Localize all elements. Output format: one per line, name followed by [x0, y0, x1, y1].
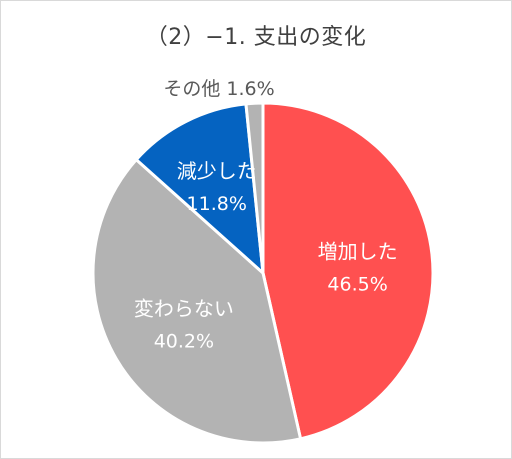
- pie-category-label-1: 変わらない: [134, 297, 234, 321]
- pie-category-label-2: 減少した: [177, 159, 257, 183]
- pie-slice-0: [261, 101, 435, 441]
- pie-category-label-0: 増加した: [318, 239, 398, 263]
- pie-slices: [91, 101, 435, 445]
- pie-slice-1: [91, 158, 303, 445]
- pie-slice-2: [134, 102, 265, 275]
- chart-title: （2）−1. 支出の変化: [145, 25, 367, 50]
- pie-value-label: 1.6%: [226, 78, 274, 100]
- pie-label-outside-3: その他 1.6%: [163, 78, 274, 100]
- pie-category-label: その他: [163, 78, 226, 100]
- pie-value-label-1: 40.2%: [154, 331, 214, 353]
- pie-slice-3: [244, 101, 265, 275]
- pie-labels: 増加した 46.5% 変わらない 40.2% 減少した 11.8% その他 1.6%: [134, 78, 398, 353]
- pie-value-label-0: 46.5%: [327, 273, 387, 295]
- pie-value-label-2: 11.8%: [187, 193, 247, 215]
